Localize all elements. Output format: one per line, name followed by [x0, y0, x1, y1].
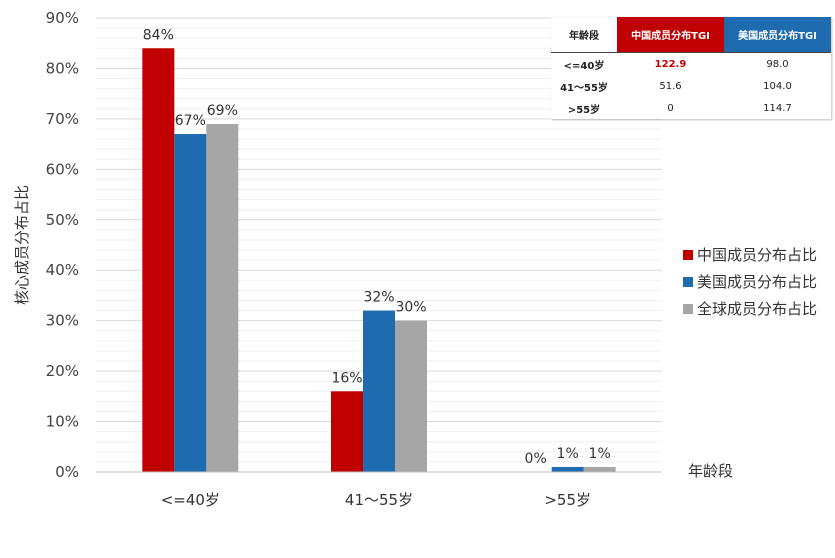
bar	[363, 310, 395, 472]
data-label: 84%	[143, 27, 174, 43]
legend-item-usa: 美国成员分布占比	[683, 268, 817, 295]
y-tick-label: 0%	[55, 463, 79, 481]
tgi-cell-china: 51.6	[659, 80, 682, 92]
tgi-cell-age: <=40岁	[551, 52, 617, 75]
tgi-row: >55岁 0 114.7	[551, 97, 831, 119]
y-tick-label: 80%	[46, 59, 79, 77]
data-labels: 84% 67%69% 16% 32%30% 0% 1% 1%	[143, 27, 611, 467]
data-label: 30%	[395, 300, 426, 316]
tgi-cell-china: 0	[667, 102, 674, 114]
x-category-label: <=40岁	[161, 491, 220, 509]
tgi-cell-age: >55岁	[567, 104, 601, 116]
tgi-header-china: 中国成员分布TGI	[617, 17, 724, 53]
legend-swatch-china	[683, 249, 693, 260]
data-label: 1%	[589, 446, 611, 462]
y-axis-ticks: 0% 10% 20% 30% 40% 50% 60% 70% 80% 90%	[46, 9, 79, 481]
tgi-cell-usa: 98.0	[724, 52, 831, 75]
y-tick-label: 40%	[46, 261, 79, 279]
legend-swatch-global	[683, 303, 693, 314]
y-tick-label: 70%	[46, 110, 79, 128]
tgi-cell-usa: 104.0	[763, 80, 792, 92]
tgi-header-age: 年龄段	[551, 17, 617, 53]
y-tick-label: 90%	[46, 9, 79, 27]
legend-label-global: 全球成员分布占比	[697, 300, 818, 318]
tgi-cell-age: 41～55岁	[560, 82, 608, 94]
bar	[174, 134, 207, 472]
tgi-header-usa: 美国成员分布TGI	[724, 17, 831, 53]
legend-swatch-usa	[683, 276, 693, 287]
data-label: 0%	[525, 451, 547, 467]
tgi-cell-china: 122.9	[617, 52, 724, 75]
data-label: 1%	[557, 446, 579, 462]
y-tick-label: 10%	[46, 413, 79, 431]
legend: 中国成员分布占比 美国成员分布占比 全球成员分布占比	[683, 241, 817, 322]
legend-label-china: 中国成员分布占比	[697, 246, 818, 264]
x-axis-title: 年龄段	[688, 462, 734, 480]
bars	[142, 48, 616, 473]
y-tick-label: 30%	[46, 312, 79, 330]
bar	[395, 320, 427, 472]
legend-item-china: 中国成员分布占比	[683, 241, 817, 268]
data-label: 32%	[363, 290, 394, 306]
y-tick-label: 50%	[46, 211, 79, 229]
legend-label-usa: 美国成员分布占比	[697, 273, 818, 291]
data-label: 67%	[175, 113, 206, 129]
legend-item-global: 全球成员分布占比	[683, 295, 817, 322]
bar	[583, 466, 616, 472]
tgi-row: <=40岁 122.9 98.0	[551, 52, 831, 75]
x-category-label: >55岁	[544, 491, 591, 509]
data-label: 69%	[207, 103, 238, 119]
y-axis-title: 核心成员分布占比	[13, 185, 31, 305]
bar	[551, 466, 584, 472]
y-tick-label: 60%	[46, 160, 79, 178]
data-label: 16%	[331, 370, 362, 386]
bar	[142, 48, 175, 473]
x-axis-categories: <=40岁 41～55岁 >55岁	[161, 491, 591, 509]
y-tick-label: 20%	[46, 362, 79, 380]
bar	[206, 123, 239, 472]
tgi-table: 年龄段 中国成员分布TGI 美国成员分布TGI <=40岁 122.9 98.0…	[551, 17, 831, 119]
bar	[331, 391, 363, 472]
tgi-cell-usa: 114.7	[763, 102, 792, 114]
tgi-header-row: 年龄段 中国成员分布TGI 美国成员分布TGI	[551, 17, 831, 53]
tgi-row: 41～55岁 51.6 104.0	[551, 75, 831, 97]
x-category-label: 41～55岁	[345, 491, 413, 509]
